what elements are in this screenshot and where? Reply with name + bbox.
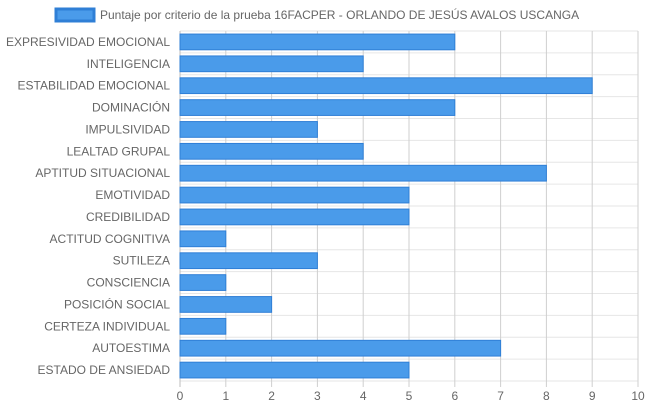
bar[interactable] <box>179 252 318 270</box>
bar[interactable] <box>179 339 502 357</box>
category-label: EMOTIVIDAD <box>95 188 170 202</box>
category-label: DOMINACIÓN <box>92 100 170 115</box>
bar[interactable] <box>179 99 456 116</box>
bar[interactable] <box>179 208 410 226</box>
bar[interactable] <box>179 33 456 51</box>
category-label: CREDIBILIDAD <box>86 210 170 224</box>
category-label: IMPULSIVIDAD <box>85 122 170 136</box>
x-tick-label: 6 <box>451 389 458 403</box>
category-label: INTELIGENCIA <box>87 57 170 71</box>
x-tick-label: 10 <box>631 389 645 403</box>
category-label: CERTEZA INDIVIDUAL <box>44 319 170 333</box>
category-label: SUTILEZA <box>113 254 170 268</box>
legend-swatch[interactable] <box>54 7 96 23</box>
x-tick-label: 4 <box>360 389 367 403</box>
legend-label[interactable]: Puntaje por criterio de la prueba 16FACP… <box>100 7 579 22</box>
x-tick-label: 7 <box>497 389 504 403</box>
bar[interactable] <box>179 121 318 138</box>
x-tick-label: 9 <box>589 389 596 403</box>
x-tick-label: 1 <box>222 389 229 403</box>
category-label: APTITUD SITUACIONAL <box>35 166 170 180</box>
bar[interactable] <box>179 55 364 73</box>
bar[interactable] <box>179 296 273 313</box>
bar[interactable] <box>179 361 410 379</box>
category-label: POSICIÓN SOCIAL <box>64 296 170 311</box>
bar[interactable] <box>179 142 364 160</box>
category-label: LEALTAD GRUPAL <box>67 144 171 158</box>
x-tick-label: 8 <box>543 389 550 403</box>
category-label: ESTABILIDAD EMOCIONAL <box>18 79 171 93</box>
bar[interactable] <box>179 77 593 95</box>
bar[interactable] <box>179 317 227 335</box>
category-labels: EXPRESIVIDAD EMOCIONAL INTELIGENCIA ESTABI… <box>6 35 170 377</box>
category-label: ACTITUD COGNITIVA <box>50 232 170 246</box>
bar[interactable] <box>179 274 227 291</box>
category-label: CONSCIENCIA <box>87 276 170 290</box>
x-axis-tick-labels: 0 1 2 3 4 5 6 7 8 9 10 <box>177 389 645 403</box>
x-tick-label: 5 <box>406 389 413 403</box>
x-tick-label: 2 <box>268 389 275 403</box>
bar[interactable] <box>179 164 547 182</box>
x-tick-label: 0 <box>177 389 184 403</box>
bar[interactable] <box>179 230 227 248</box>
category-label: ESTADO DE ANSIEDAD <box>38 363 171 377</box>
bar[interactable] <box>179 186 410 204</box>
bars <box>179 33 593 379</box>
category-label: EXPRESIVIDAD EMOCIONAL <box>6 35 170 49</box>
legend[interactable]: Puntaje por criterio de la prueba 16FACP… <box>54 7 579 23</box>
category-label: AUTOESTIMA <box>92 341 170 355</box>
x-tick-label: 3 <box>314 389 321 403</box>
